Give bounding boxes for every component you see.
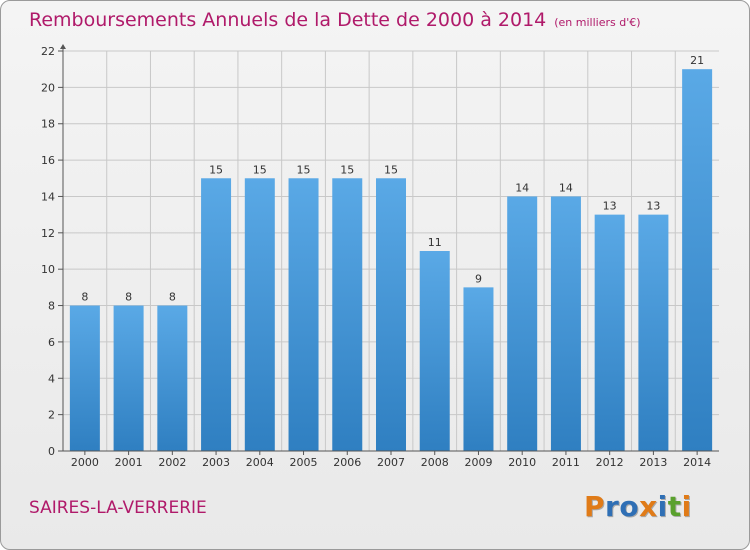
bar-value-label: 8 [169,291,176,304]
bar [332,178,363,452]
logo-letter: P [584,490,606,523]
y-tick-label: 6 [48,336,55,349]
bar [638,214,669,451]
x-tick-label: 2000 [71,456,99,469]
logo-letter: r [605,490,620,523]
commune-name: SAIRES-LA-VERRERIE [29,498,207,518]
x-tick-label: 2005 [290,456,318,469]
bar-chart: 0 2 4 6 8 10 12 14 16 18 20 22 8 2000 8 2001 8 2002 15 200… [41,44,719,469]
bar [376,178,406,452]
y-tick-label: 12 [41,227,55,240]
bar [288,178,319,452]
bar [244,178,275,452]
logo-letter: i [657,490,668,523]
bar-value-label: 8 [125,291,132,304]
proxiti-logo: Proxiti [584,490,692,523]
bar-value-label: 15 [384,163,398,176]
labels: 8 2000 8 2001 8 2002 15 2003 15 2004 15 2005 15 2006 1… [71,54,711,469]
logo-letter: i [681,490,692,523]
x-tick-label: 2006 [333,456,361,469]
bar-value-label: 15 [340,163,354,176]
bar [550,196,581,451]
x-tick-label: 2009 [464,456,492,469]
x-tick-label: 2011 [552,456,580,469]
bar [463,287,494,451]
x-tick-label: 2001 [115,456,143,469]
bar-value-label: 15 [253,163,267,176]
logo-letter: t [667,490,682,523]
y-tick-label: 8 [48,300,55,313]
y-tick-label: 10 [41,263,55,276]
x-tick-label: 2014 [683,456,711,469]
bar-value-label: 15 [297,163,311,176]
bar-value-label: 13 [603,200,617,213]
bar-value-label: 13 [646,200,660,213]
bar [69,305,100,451]
bar-value-label: 11 [428,236,442,249]
y-tick-label: 2 [48,409,55,422]
bar [419,251,450,451]
x-tick-label: 2012 [596,456,624,469]
x-tick-label: 2010 [508,456,536,469]
y-tick-label: 18 [41,118,55,131]
x-tick-label: 2002 [158,456,186,469]
bar [594,214,625,451]
x-tick-label: 2004 [246,456,274,469]
logo-letter: x [639,490,658,523]
bar [201,178,232,452]
bar-value-label: 9 [475,272,482,285]
chart-title-text: Remboursements Annuels de la Dette de 20… [29,9,547,31]
bar-value-label: 14 [515,181,529,194]
x-tick-label: 2008 [421,456,449,469]
x-tick-label: 2007 [377,456,405,469]
y-tick-label: 16 [41,154,55,167]
y-tick-label: 4 [48,372,55,385]
bar-value-label: 21 [690,54,704,67]
y-tick-label: 22 [41,45,55,58]
bar [682,69,713,451]
x-tick-label: 2013 [639,456,667,469]
logo-letter: o [619,490,640,523]
axes: 0 2 4 6 8 10 12 14 16 18 20 22 [41,44,719,458]
bars [69,69,713,452]
y-tick-label: 0 [48,445,55,458]
bar [113,305,144,451]
bar-value-label: 14 [559,181,573,194]
bar-value-label: 15 [209,163,223,176]
y-tick-label: 14 [41,190,55,203]
y-tick-label: 20 [41,81,55,94]
bar [157,305,188,451]
bar-value-label: 8 [81,291,88,304]
chart-title: Remboursements Annuels de la Dette de 20… [29,9,641,31]
chart-unit: (en milliers d'€) [554,16,641,29]
x-tick-label: 2003 [202,456,230,469]
y-axis-arrow [60,44,66,49]
bar [507,196,538,451]
